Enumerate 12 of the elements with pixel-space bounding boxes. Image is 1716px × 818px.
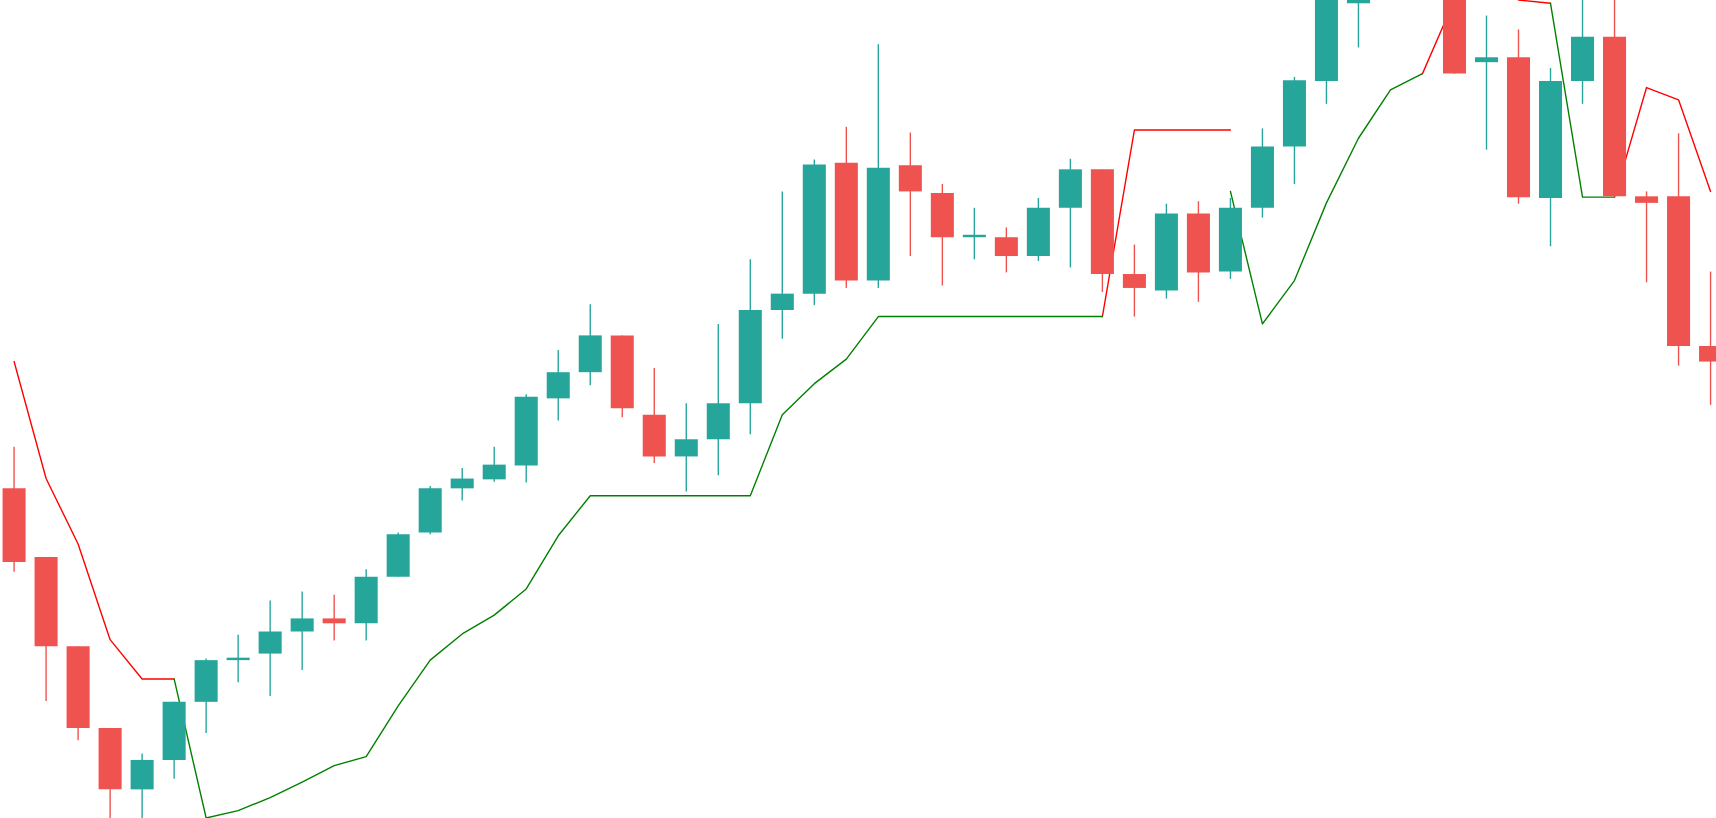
candlestick <box>258 599 282 697</box>
candlestick <box>674 402 698 493</box>
candlestick <box>290 590 314 671</box>
candlestick <box>450 467 474 502</box>
candlestick <box>322 593 346 642</box>
candlestick <box>994 226 1018 274</box>
candlestick <box>1474 14 1499 151</box>
candlestick <box>1346 0 1370 49</box>
candlestick <box>482 445 506 483</box>
candlestick <box>1122 243 1146 318</box>
candlestick <box>1635 190 1659 283</box>
candlestick <box>770 190 794 340</box>
